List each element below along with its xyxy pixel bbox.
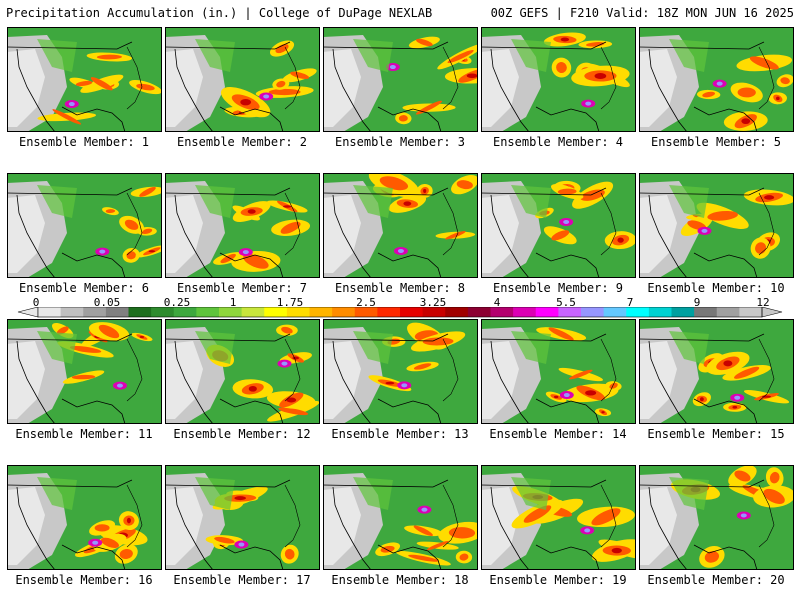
ensemble-member-map — [323, 465, 478, 570]
ensemble-member-label: Ensemble Member: 18 — [331, 573, 469, 587]
ensemble-member-label: Ensemble Member: 6 — [18, 281, 150, 295]
ensemble-member-map — [165, 27, 320, 132]
colorbar-frame — [37, 307, 763, 318]
ensemble-member-map — [323, 27, 478, 132]
ensemble-member-map — [639, 173, 794, 278]
ensemble-member-label: Ensemble Member: 8 — [334, 281, 466, 295]
colorbar-swatch — [332, 307, 356, 317]
ensemble-member-map — [323, 319, 478, 424]
colorbar-swatch — [196, 307, 220, 317]
colorbar-swatch — [354, 307, 378, 317]
colorbar-tick-label: 7 — [626, 296, 634, 309]
ensemble-member-label: Ensemble Member: 15 — [647, 427, 785, 441]
ensemble-member-label: Ensemble Member: 19 — [489, 573, 627, 587]
colorbar-tick-label: 5.5 — [556, 296, 576, 309]
colorbar-swatch — [400, 307, 424, 317]
ensemble-member-label: Ensemble Member: 4 — [492, 135, 624, 149]
colorbar-swatch — [173, 307, 197, 317]
ensemble-member-label: Ensemble Member: 20 — [647, 573, 785, 587]
colorbar-swatch — [151, 307, 175, 317]
colorbar-swatch — [422, 307, 446, 317]
ensemble-member-map — [323, 173, 478, 278]
ensemble-member-map — [639, 465, 794, 570]
colorbar-swatch — [603, 307, 627, 317]
ensemble-member-map — [481, 173, 636, 278]
ensemble-member-map — [481, 319, 636, 424]
colorbar-tick-label: 9 — [693, 296, 701, 309]
ensemble-member-map — [165, 173, 320, 278]
colorbar-swatch — [309, 307, 333, 317]
colorbar-tick-label: 0 — [32, 296, 40, 309]
colorbar-max-arrow — [761, 307, 783, 318]
ensemble-member-label: Ensemble Member: 5 — [650, 135, 782, 149]
ensemble-member-map — [7, 173, 162, 278]
ensemble-member-map — [7, 319, 162, 424]
colorbar-swatch — [535, 307, 559, 317]
ensemble-member-map — [481, 27, 636, 132]
model-valid-time: 00Z GEFS | F210 Valid: 18Z MON JUN 16 20… — [490, 6, 794, 20]
colorbar-swatch — [83, 307, 107, 317]
colorbar-swatch — [38, 307, 62, 317]
colorbar-tick-label: 1.75 — [276, 296, 304, 309]
ensemble-member-map — [639, 319, 794, 424]
colorbar-swatch — [581, 307, 605, 317]
ensemble-member-map — [7, 465, 162, 570]
colorbar-swatch — [648, 307, 672, 317]
colorbar-swatch — [377, 307, 401, 317]
ensemble-member-map — [481, 465, 636, 570]
colorbar-swatch — [467, 307, 491, 317]
ensemble-member-map — [639, 27, 794, 132]
ensemble-member-label: Ensemble Member: 16 — [15, 573, 153, 587]
ensemble-member-map — [165, 319, 320, 424]
colorbar-scale — [17, 307, 783, 318]
colorbar-tick-label: 1 — [229, 296, 237, 309]
colorbar-tick-label: 0.05 — [93, 296, 121, 309]
colorbar-swatch — [60, 307, 84, 317]
colorbar-swatch — [128, 307, 152, 317]
colorbar-swatch — [558, 307, 582, 317]
colorbar-swatch — [490, 307, 514, 317]
ensemble-member-label: Ensemble Member: 17 — [173, 573, 311, 587]
ensemble-member-label: Ensemble Member: 3 — [334, 135, 466, 149]
colorbar-tick-label: 12 — [756, 296, 770, 309]
ensemble-member-label: Ensemble Member: 1 — [18, 135, 150, 149]
ensemble-member-map — [7, 27, 162, 132]
colorbar-swatch — [716, 307, 740, 317]
colorbar-swatch — [241, 307, 265, 317]
colorbar-swatch — [105, 307, 129, 317]
ensemble-member-label: Ensemble Member: 9 — [492, 281, 624, 295]
ensemble-member-label: Ensemble Member: 2 — [176, 135, 308, 149]
ensemble-member-label: Ensemble Member: 10 — [647, 281, 785, 295]
colorbar-swatch — [219, 307, 243, 317]
ensemble-member-map — [165, 465, 320, 570]
colorbar-swatch — [286, 307, 310, 317]
colorbar-swatch — [264, 307, 288, 317]
colorbar-swatch — [671, 307, 695, 317]
ensemble-member-label: Ensemble Member: 7 — [176, 281, 308, 295]
ensemble-member-label: Ensemble Member: 11 — [15, 427, 153, 441]
ensemble-member-label: Ensemble Member: 13 — [331, 427, 469, 441]
colorbar-swatch — [626, 307, 650, 317]
precip-colorbar: 0 0.05 0.25 1 1.75 2.5 3.25 4 5.5 7 9 12 — [0, 296, 800, 320]
colorbar-swatch — [513, 307, 537, 317]
colorbar-min-arrow — [17, 307, 39, 318]
ensemble-member-label: Ensemble Member: 12 — [173, 427, 311, 441]
colorbar-tick-label: 3.25 — [419, 296, 447, 309]
ensemble-member-label: Ensemble Member: 14 — [489, 427, 627, 441]
colorbar-tick-label: 4 — [493, 296, 501, 309]
colorbar-swatch — [445, 307, 469, 317]
colorbar-tick-label: 2.5 — [356, 296, 376, 309]
colorbar-swatch — [694, 307, 718, 317]
map-title: Precipitation Accumulation (in.) | Colle… — [6, 6, 433, 20]
colorbar-swatch — [739, 307, 763, 317]
colorbar-tick-label: 0.25 — [163, 296, 191, 309]
